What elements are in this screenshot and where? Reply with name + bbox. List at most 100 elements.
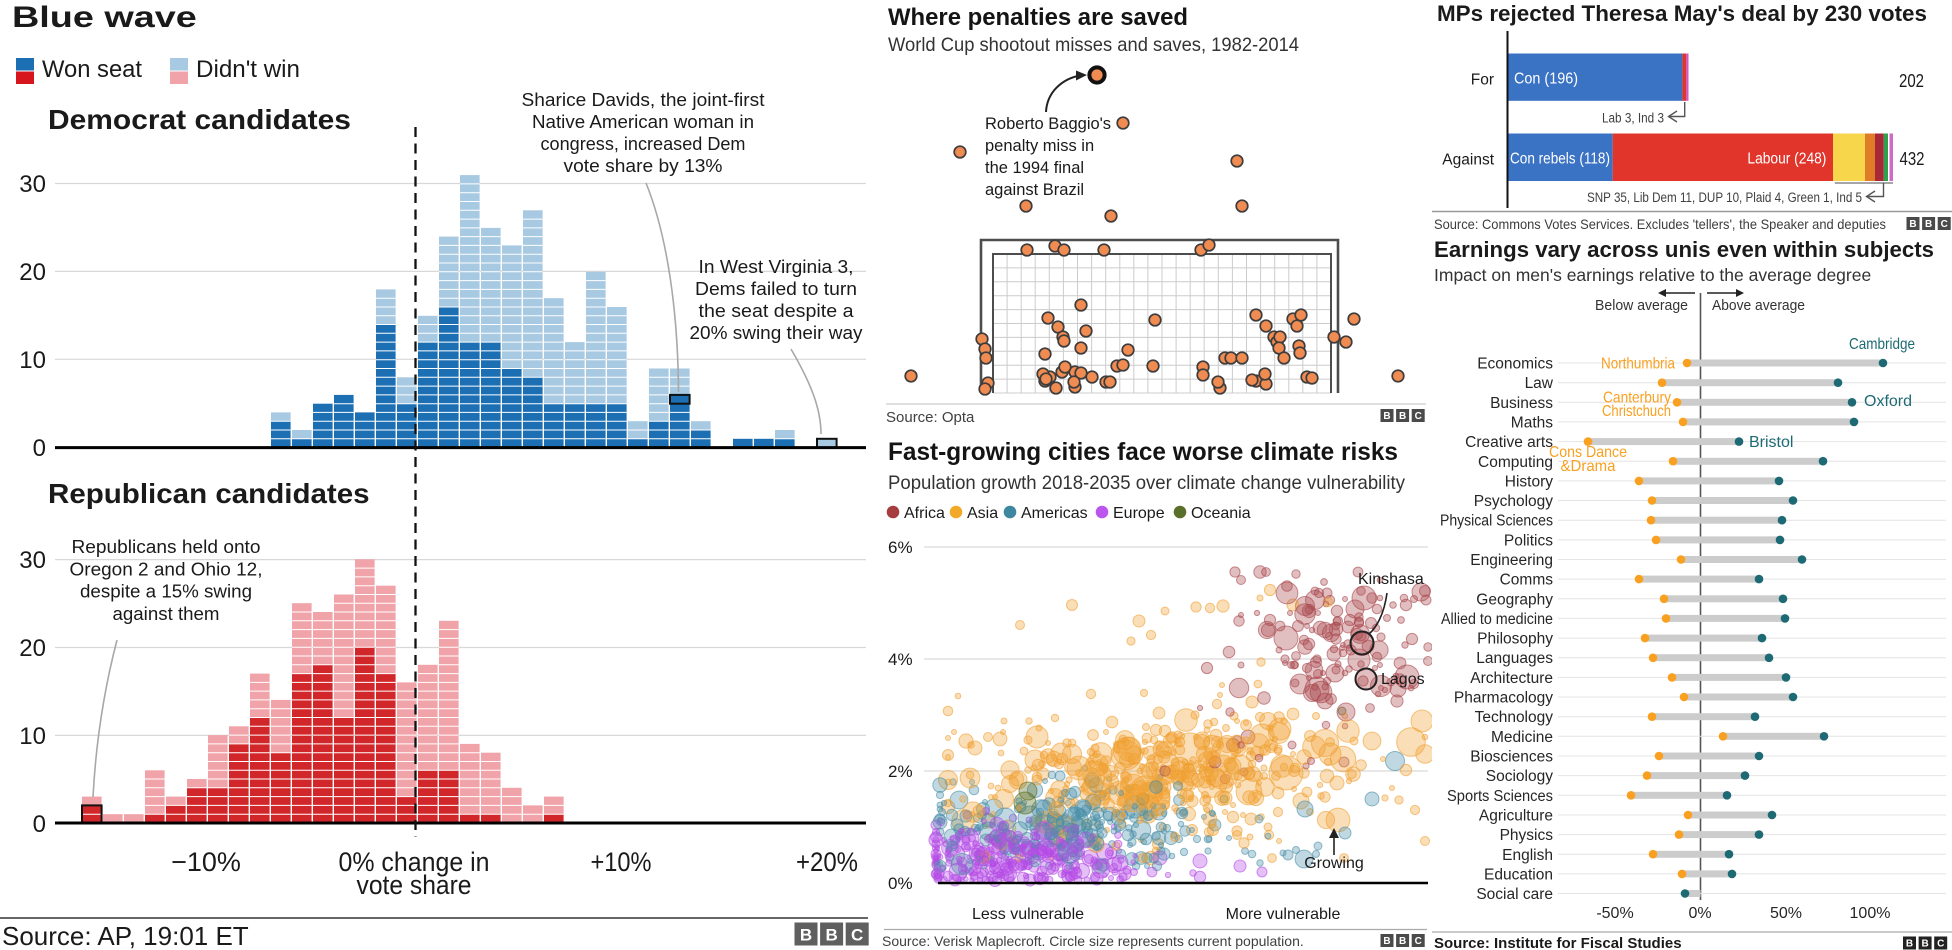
svg-text:-50%: -50% [1596,905,1633,922]
svg-text:0%: 0% [1688,905,1711,922]
svg-text:Allied to medicine: Allied to medicine [1441,611,1553,628]
svg-text:against them: against them [113,604,220,624]
svg-text:B: B [1399,411,1406,422]
svg-text:Creative arts: Creative arts [1465,434,1553,451]
svg-text:Didn't win: Didn't win [196,56,300,83]
svg-text:SNP 35, Lib Dem 11, DUP 10, Pl: SNP 35, Lib Dem 11, DUP 10, Plaid 4, Gre… [1587,190,1862,205]
svg-text:Lab 3, Ind 3: Lab 3, Ind 3 [1602,111,1664,126]
svg-text:Blue wave: Blue wave [12,1,197,34]
svg-text:Source: Opta: Source: Opta [886,409,975,426]
svg-text:4%: 4% [888,650,913,669]
svg-text:English: English [1502,847,1553,864]
svg-text:&Drama: &Drama [1561,458,1616,475]
svg-text:B: B [1921,939,1928,950]
svg-text:Sports Sciences: Sports Sciences [1447,788,1553,805]
svg-text:Source: AP, 19:01 ET: Source: AP, 19:01 ET [2,921,249,950]
svg-text:202: 202 [1899,71,1924,91]
svg-text:MPs rejected Theresa May's dea: MPs rejected Theresa May's deal by 230 v… [1437,1,1927,26]
svg-text:congress, increased Dem: congress, increased Dem [541,133,746,154]
svg-text:C: C [1941,219,1948,230]
svg-text:Americas: Americas [1021,505,1088,522]
svg-text:Economics: Economics [1477,356,1553,373]
svg-text:+20%: +20% [796,847,858,877]
svg-text:Asia: Asia [967,505,998,522]
svg-text:vote share: vote share [357,870,472,900]
svg-text:B: B [1906,939,1913,950]
svg-text:Physical Sciences: Physical Sciences [1440,513,1553,530]
svg-text:Lagos: Lagos [1381,671,1425,688]
svg-text:For: For [1471,72,1494,89]
svg-text:B: B [1925,219,1932,230]
svg-text:Europe: Europe [1113,505,1165,522]
svg-text:the 1994 final: the 1994 final [985,159,1084,177]
svg-text:Law: Law [1525,375,1554,392]
svg-text:Source: Verisk Maplecroft. Cir: Source: Verisk Maplecroft. Circle size r… [882,933,1304,949]
svg-text:Sharice Davids, the joint-firs: Sharice Davids, the joint-first [522,89,765,110]
svg-text:Agriculture: Agriculture [1479,808,1553,825]
svg-text:Engineering: Engineering [1470,552,1553,569]
svg-text:Less vulnerable: Less vulnerable [972,906,1084,923]
svg-text:penalty miss in: penalty miss in [985,137,1094,155]
svg-text:20: 20 [19,259,46,286]
svg-text:C: C [1937,939,1944,950]
svg-text:Social care: Social care [1476,886,1553,903]
svg-text:432: 432 [1900,149,1925,169]
svg-text:Impact on men's earnings relat: Impact on men's earnings relative to the… [1434,265,1871,285]
svg-text:Psychology: Psychology [1474,493,1554,510]
svg-text:Christchuch: Christchuch [1602,403,1671,420]
svg-text:Growing: Growing [1304,855,1364,872]
svg-text:Where penalties are saved: Where penalties are saved [888,4,1188,31]
svg-text:10: 10 [19,347,46,374]
svg-text:Labour (248): Labour (248) [1747,151,1826,168]
svg-text:Canterbury: Canterbury [1603,390,1671,407]
svg-text:50%: 50% [1770,905,1802,922]
svg-text:Sociology: Sociology [1486,768,1553,785]
svg-text:0%: 0% [888,874,913,893]
svg-text:Earnings vary across unis even: Earnings vary across unis even within su… [1434,237,1934,262]
svg-text:Won seat: Won seat [42,56,142,83]
svg-text:World Cup shootout misses and: World Cup shootout misses and saves, 198… [888,34,1299,56]
svg-text:C: C [851,925,863,944]
svg-text:Con rebels (118): Con rebels (118) [1510,151,1610,168]
svg-text:B: B [800,925,812,944]
svg-text:Oceania: Oceania [1191,505,1251,522]
svg-text:B: B [1383,411,1390,422]
svg-text:Languages: Languages [1476,650,1553,667]
svg-text:Cons Dance: Cons Dance [1549,444,1627,461]
svg-text:vote share by 13%: vote share by 13% [564,155,723,176]
svg-text:the seat despite a: the seat despite a [699,300,855,321]
svg-text:6%: 6% [888,538,913,557]
svg-text:In West Virginia 3,: In West Virginia 3, [699,256,854,277]
svg-text:Technology: Technology [1475,709,1554,726]
svg-text:Against: Against [1442,152,1494,169]
svg-text:despite a 15% swing: despite a 15% swing [80,582,252,602]
svg-text:B: B [1909,219,1916,230]
svg-text:Pharmacology: Pharmacology [1454,690,1553,707]
svg-text:C: C [1415,936,1422,947]
svg-text:Northumbria: Northumbria [1601,356,1675,373]
svg-text:20: 20 [19,635,46,662]
svg-text:B: B [1383,936,1390,947]
svg-text:Comms: Comms [1500,572,1554,589]
svg-text:Philosophy: Philosophy [1477,631,1553,648]
svg-text:Below average: Below average [1595,297,1688,314]
svg-text:Fast-growing cities face worse: Fast-growing cities face worse climate r… [888,438,1398,466]
svg-text:Maths: Maths [1511,414,1553,431]
svg-text:Above average: Above average [1712,297,1805,314]
svg-text:30: 30 [19,547,46,574]
svg-text:Republicans held onto: Republicans held onto [72,537,261,557]
svg-text:Medicine: Medicine [1491,729,1553,746]
svg-text:Architecture: Architecture [1470,670,1553,687]
svg-text:Kinshasa: Kinshasa [1358,571,1424,588]
svg-text:30: 30 [19,171,46,198]
svg-text:Politics: Politics [1504,532,1553,549]
svg-text:B: B [825,925,837,944]
svg-text:0: 0 [33,435,46,462]
svg-text:0: 0 [33,811,46,838]
svg-text:Computing: Computing [1478,454,1553,471]
svg-text:Business: Business [1490,395,1553,412]
svg-text:0% change in: 0% change in [339,847,490,877]
svg-text:C: C [1415,411,1422,422]
svg-text:History: History [1505,473,1553,490]
svg-text:More vulnerable: More vulnerable [1226,906,1341,923]
